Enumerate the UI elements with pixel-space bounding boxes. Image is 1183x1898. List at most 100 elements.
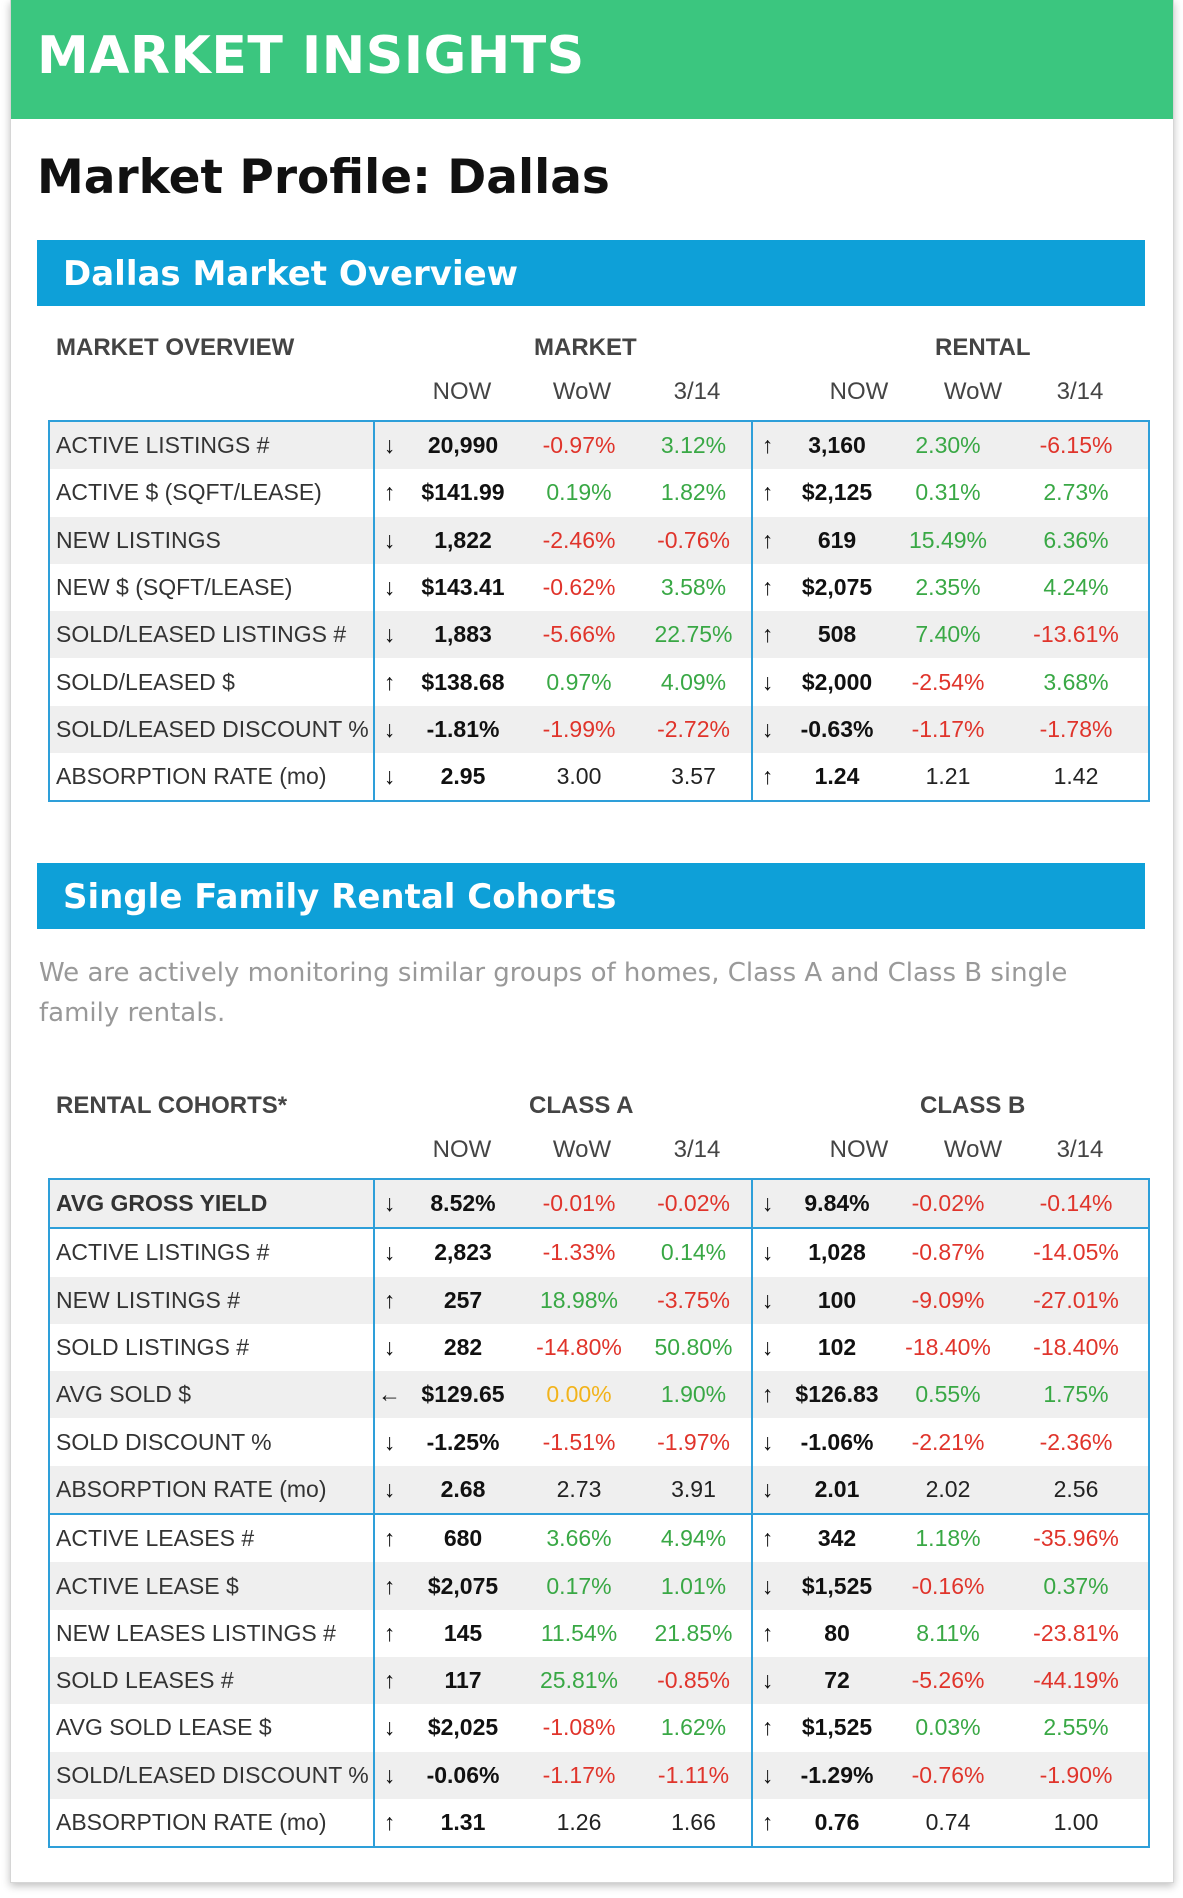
rental-sub-now: NOW bbox=[829, 378, 889, 405]
right-trend-arrow: ↓ bbox=[751, 1276, 782, 1324]
row-label: NEW $ (SQFT/LEASE) bbox=[49, 563, 374, 612]
left-now-value: $138.68 bbox=[404, 658, 522, 706]
right-now-value: -1.06% bbox=[782, 1418, 892, 1466]
left-314-value: 1.62% bbox=[636, 1704, 752, 1752]
right-wow-value: 2.02 bbox=[892, 1465, 1004, 1515]
right-wow-value: -2.54% bbox=[892, 658, 1004, 706]
right-now-value: -0.63% bbox=[782, 705, 892, 754]
left-wow-value: -0.97% bbox=[522, 421, 636, 470]
left-trend-arrow: ↑ bbox=[373, 1656, 404, 1705]
left-314-value: 4.94% bbox=[636, 1513, 752, 1563]
left-trend-arrow: ↑ bbox=[373, 1562, 404, 1610]
row-label: SOLD/LEASED $ bbox=[49, 658, 374, 706]
row-label: SOLD/LEASED DISCOUNT % bbox=[49, 1751, 374, 1799]
left-now-value: 8.52% bbox=[404, 1179, 522, 1229]
left-314-value: 22.75% bbox=[636, 611, 752, 659]
right-wow-value: 7.40% bbox=[892, 611, 1004, 659]
class-b-sub-wow: WoW bbox=[943, 1136, 1003, 1163]
left-314-value: 3.58% bbox=[636, 563, 752, 612]
row-label: SOLD DISCOUNT % bbox=[49, 1418, 374, 1466]
left-trend-arrow: ↓ bbox=[373, 1704, 404, 1752]
right-trend-arrow: ↑ bbox=[751, 1513, 782, 1563]
overview-group-market: MARKET bbox=[534, 334, 637, 361]
left-now-value: $2,075 bbox=[404, 1562, 522, 1610]
left-wow-value: -1.08% bbox=[522, 1704, 636, 1752]
left-trend-arrow: ↑ bbox=[373, 1276, 404, 1324]
left-314-value: 1.90% bbox=[636, 1371, 752, 1419]
right-314-value: 6.36% bbox=[1004, 516, 1149, 564]
table-row: NEW LEASES LISTINGS # ↑ 145 11.54% 21.85% ↑ 80… bbox=[49, 1609, 1149, 1657]
right-now-value: $2,125 bbox=[782, 469, 892, 517]
market-insights-card: MARKET INSIGHTS Market Profile: Dallas D… bbox=[10, 0, 1174, 1883]
row-label: AVG SOLD $ bbox=[49, 1371, 374, 1419]
page-title: Market Profile: Dallas bbox=[37, 150, 610, 205]
left-wow-value: 1.26 bbox=[522, 1798, 636, 1848]
table-row: AVG SOLD LEASE $ ↓ $2,025 -1.08% 1.62% ↑ $1,52… bbox=[49, 1704, 1149, 1752]
table-row: ACTIVE LISTINGS # ↓ 20,990 -0.97% 3.12% ↑ 3,16… bbox=[49, 421, 1149, 470]
right-314-value: -44.19% bbox=[1004, 1656, 1149, 1705]
left-now-value: 1,883 bbox=[404, 611, 522, 659]
left-314-value: 3.91 bbox=[636, 1465, 752, 1515]
cohorts-group-class-b: CLASS B bbox=[920, 1092, 1026, 1119]
right-314-value: 2.73% bbox=[1004, 469, 1149, 517]
left-now-value: 1,822 bbox=[404, 516, 522, 564]
right-314-value: 4.24% bbox=[1004, 563, 1149, 612]
left-314-value: 21.85% bbox=[636, 1609, 752, 1657]
row-label: ACTIVE LEASES # bbox=[49, 1513, 374, 1563]
right-now-value: 80 bbox=[782, 1609, 892, 1657]
left-wow-value: 0.00% bbox=[522, 1371, 636, 1419]
table-row: ACTIVE $ (SQFT/LEASE) ↑ $141.99 0.19% 1.82% ↑… bbox=[49, 469, 1149, 517]
right-now-value: 3,160 bbox=[782, 421, 892, 470]
row-label: AVG GROSS YIELD bbox=[49, 1179, 374, 1229]
cohorts-sub-header: NOW WoW 3/14 NOW WoW 3/14 bbox=[48, 1132, 1148, 1178]
right-now-value: 2.01 bbox=[782, 1465, 892, 1515]
table-row: NEW $ (SQFT/LEASE) ↓ $143.41 -0.62% 3.58% ↑ $2… bbox=[49, 563, 1149, 612]
right-trend-arrow: ↑ bbox=[751, 1609, 782, 1657]
left-wow-value: 11.54% bbox=[522, 1609, 636, 1657]
right-314-value: -0.14% bbox=[1004, 1179, 1149, 1229]
left-now-value: 2.95 bbox=[404, 753, 522, 802]
right-wow-value: 8.11% bbox=[892, 1609, 1004, 1657]
left-wow-value: -1.51% bbox=[522, 1418, 636, 1466]
left-wow-value: -1.17% bbox=[522, 1751, 636, 1799]
overview-section-title: Dallas Market Overview bbox=[63, 254, 519, 294]
left-wow-value: -2.46% bbox=[522, 516, 636, 564]
right-314-value: -14.05% bbox=[1004, 1227, 1149, 1277]
table-row: AVG GROSS YIELD ↓ 8.52% -0.01% -0.02% ↓ 9.84% -… bbox=[49, 1179, 1149, 1229]
right-trend-arrow: ↑ bbox=[751, 753, 782, 802]
cohorts-group-class-a: CLASS A bbox=[529, 1092, 634, 1119]
right-wow-value: -0.02% bbox=[892, 1179, 1004, 1229]
right-trend-arrow: ↓ bbox=[751, 658, 782, 706]
table-row: ABSORPTION RATE (mo) ↑ 1.31 1.26 1.66 ↑ 0.76 0.… bbox=[49, 1798, 1149, 1848]
right-trend-arrow: ↑ bbox=[751, 611, 782, 659]
right-trend-arrow: ↑ bbox=[751, 563, 782, 612]
overview-sub-header: NOW WoW 3/14 NOW WoW 3/14 bbox=[48, 374, 1148, 420]
table-row: SOLD/LEASED DISCOUNT % ↓ -0.06% -1.17% -1.11… bbox=[49, 1751, 1149, 1799]
right-wow-value: 2.30% bbox=[892, 421, 1004, 470]
row-label: ACTIVE LISTINGS # bbox=[49, 421, 374, 470]
right-now-value: 508 bbox=[782, 611, 892, 659]
class-a-sub-wow: WoW bbox=[552, 1136, 612, 1163]
right-now-value: 619 bbox=[782, 516, 892, 564]
row-label: ABSORPTION RATE (mo) bbox=[49, 1465, 374, 1515]
left-now-value: 257 bbox=[404, 1276, 522, 1324]
right-trend-arrow: ↓ bbox=[751, 1179, 782, 1229]
left-now-value: -1.81% bbox=[404, 705, 522, 754]
row-label: ACTIVE LEASE $ bbox=[49, 1562, 374, 1610]
left-now-value: 2.68 bbox=[404, 1465, 522, 1515]
right-314-value: -23.81% bbox=[1004, 1609, 1149, 1657]
left-trend-arrow: ↓ bbox=[373, 705, 404, 754]
right-now-value: $126.83 bbox=[782, 1371, 892, 1419]
overview-sub-314: 3/14 bbox=[673, 378, 721, 405]
right-314-value: -1.78% bbox=[1004, 705, 1149, 754]
left-now-value: -0.06% bbox=[404, 1751, 522, 1799]
row-label: AVG SOLD LEASE $ bbox=[49, 1704, 374, 1752]
left-trend-arrow: ↑ bbox=[373, 1609, 404, 1657]
left-wow-value: 25.81% bbox=[522, 1656, 636, 1705]
right-314-value: 2.55% bbox=[1004, 1704, 1149, 1752]
right-314-value: 1.00 bbox=[1004, 1798, 1149, 1848]
overview-data-table: ACTIVE LISTINGS # ↓ 20,990 -0.97% 3.12% ↑ 3,16… bbox=[48, 420, 1150, 803]
left-now-value: 1.31 bbox=[404, 1798, 522, 1848]
right-314-value: -27.01% bbox=[1004, 1276, 1149, 1324]
right-314-value: 1.42 bbox=[1004, 753, 1149, 802]
